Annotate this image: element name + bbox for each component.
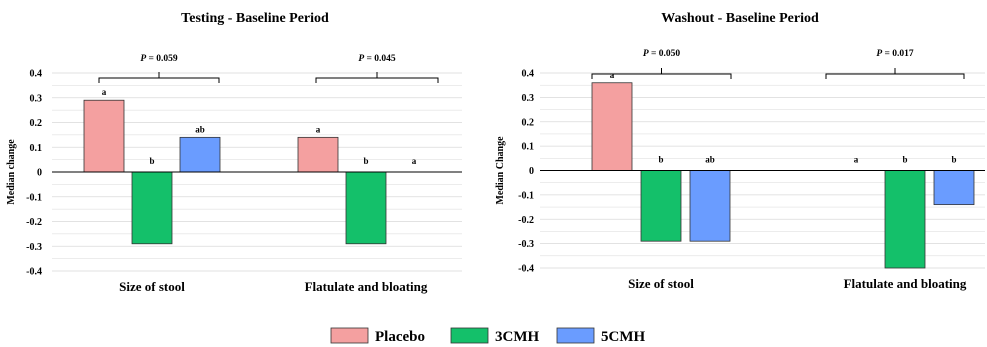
bar-cmh3 (345, 171, 387, 245)
p-symbol: P (876, 49, 882, 59)
significance-letter: a (412, 156, 417, 166)
y-tick-label: -0.3 (518, 239, 534, 250)
y-tick-label: -0.4 (518, 264, 534, 275)
significance-letter: b (658, 155, 663, 165)
category-label: Flatulate and bloating (305, 279, 428, 294)
legend-swatch-cmh5 (556, 327, 595, 344)
p-value-text: = 0.017 (882, 49, 914, 59)
significance-bracket (315, 72, 439, 83)
p-symbol: P (643, 49, 649, 59)
chart-title: Washout - Baseline Period (661, 11, 819, 26)
legend-label: 5CMH (601, 329, 645, 345)
significance-letter: a (610, 70, 615, 80)
category-label: Size of stool (628, 276, 694, 291)
p-value-text: = 0.059 (146, 54, 178, 64)
legend: Placebo 3CMH 5CMH (330, 327, 645, 345)
legend-swatch-cmh3 (450, 327, 489, 344)
y-tick-label: 0.4 (522, 69, 535, 80)
y-tick-label: -0.1 (26, 192, 42, 203)
y-tick-label: 0.2 (30, 118, 43, 129)
p-value-label: P = 0.017 (876, 49, 914, 59)
bar-cmh3 (884, 170, 926, 269)
significance-letter: b (363, 156, 368, 166)
legend-swatch-placebo (330, 327, 369, 344)
y-tick-label: -0.1 (518, 190, 534, 201)
y-tick-label: 0.1 (30, 143, 43, 154)
y-tick-label: 0.2 (522, 117, 535, 128)
y-tick-label: 0 (529, 166, 534, 177)
y-tick-label: -0.4 (26, 267, 42, 278)
significance-bracket (825, 68, 965, 79)
significance-letter: ab (705, 155, 715, 165)
p-symbol: P (140, 54, 146, 64)
y-tick-label: 0.1 (522, 142, 535, 153)
legend-label: Placebo (375, 329, 425, 345)
bar-placebo (83, 99, 125, 173)
y-tick-label: 0.3 (30, 93, 43, 104)
bar-cmh5 (179, 136, 221, 173)
bar-cmh3 (640, 170, 682, 242)
y-tick-label: 0.3 (522, 93, 535, 104)
significance-bracket (591, 68, 732, 79)
p-value-label: P = 0.045 (358, 54, 396, 64)
bar-placebo (591, 82, 633, 171)
p-symbol: P (358, 54, 364, 64)
category-label: Flatulate and bloating (844, 276, 967, 291)
significance-letter: a (316, 124, 321, 134)
y-axis-label: Median Change (495, 136, 506, 205)
y-tick-label: -0.3 (26, 242, 42, 253)
legend-label: 3CMH (495, 329, 539, 345)
p-value-label: P = 0.059 (140, 54, 178, 64)
significance-letter: b (149, 156, 154, 166)
bar-placebo (297, 136, 339, 173)
y-tick-label: 0 (37, 168, 42, 179)
bar-cmh5 (933, 170, 975, 206)
chart-testing-baseline: Testing - Baseline Period 0.4 0.3 0.2 0.1 0 -0… (6, 11, 462, 294)
p-value-text: = 0.050 (649, 49, 681, 59)
bar-cmh5 (689, 170, 731, 242)
significance-letter: a (102, 87, 107, 97)
y-tick-label: -0.2 (518, 215, 534, 226)
significance-letter: b (902, 155, 907, 165)
significance-letter: b (951, 155, 956, 165)
p-value-text: = 0.045 (364, 54, 396, 64)
category-label: Size of stool (119, 279, 185, 294)
significance-bracket (98, 72, 220, 83)
bar-cmh3 (131, 171, 173, 245)
chart-washout-baseline: Washout - Baseline Period 0.4 0.3 0.2 0.1 0 -0… (495, 11, 985, 291)
y-axis-label: Median change (6, 139, 17, 205)
significance-letter: ab (195, 124, 205, 134)
chart-title: Testing - Baseline Period (181, 11, 329, 26)
y-tick-label: 0.4 (30, 69, 43, 80)
p-value-label: P = 0.050 (643, 49, 681, 59)
y-tick-label: -0.2 (26, 217, 42, 228)
significance-letter: a (854, 155, 859, 165)
